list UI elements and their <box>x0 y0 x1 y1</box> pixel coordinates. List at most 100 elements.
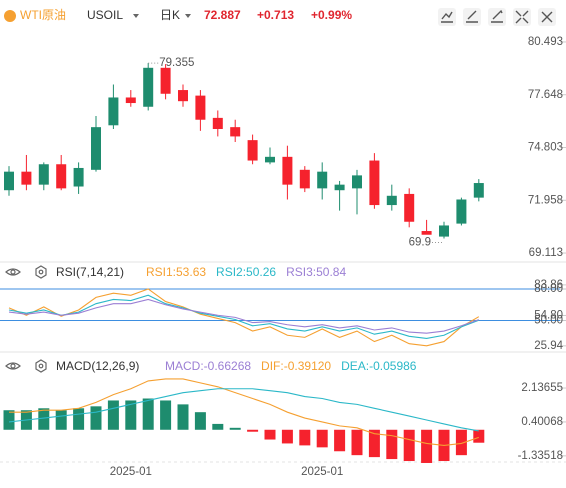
candle-body <box>456 199 467 224</box>
candle-body <box>160 67 171 94</box>
histogram-bar <box>247 429 259 432</box>
histogram-bar <box>316 429 328 448</box>
candle-body <box>4 171 14 191</box>
last-price: 72.887 <box>204 8 241 22</box>
candle-body <box>56 164 67 189</box>
y-tick-label: 74.803 <box>528 142 563 154</box>
histogram-bar <box>38 408 50 430</box>
eye-icon[interactable] <box>5 268 21 276</box>
tool-icon <box>515 10 529 24</box>
candle-body <box>143 67 154 107</box>
candle-body <box>421 231 432 235</box>
gear-icon[interactable] <box>35 265 47 279</box>
histogram-bar <box>194 412 206 430</box>
symbol-name[interactable]: WTI原油 <box>20 8 66 22</box>
candle-body <box>265 156 275 163</box>
tool-button[interactable] <box>438 8 456 26</box>
histogram-bar <box>281 429 293 444</box>
candle-body <box>108 97 119 126</box>
legend-entry: RSI2:50.26 <box>216 265 276 279</box>
y-tick-label: 25.94 <box>534 340 563 352</box>
legend-entry: RSI1:53.63 <box>146 265 206 279</box>
indicator-line <box>8 388 479 432</box>
histogram-bar <box>299 429 311 446</box>
candle-body <box>369 160 380 206</box>
candle-body <box>212 117 223 130</box>
candle-body <box>230 127 241 137</box>
candle-body <box>352 175 362 189</box>
period[interactable]: 日K <box>160 8 180 22</box>
y-tick-label: 77.648 <box>528 89 563 101</box>
dropdown-arrow[interactable] <box>185 14 191 18</box>
tool-icon <box>491 9 503 23</box>
candle-body <box>439 225 449 237</box>
histogram-bar <box>90 406 102 430</box>
histogram-bar <box>368 429 380 458</box>
candle-body <box>195 95 206 120</box>
x-tick-label: 2025-01 <box>301 466 343 478</box>
y-tick-label: 80.00 <box>534 283 563 295</box>
candle-body <box>317 171 328 189</box>
histogram-bar <box>55 410 67 430</box>
candle-body <box>91 127 101 170</box>
eye-pupil <box>10 269 16 275</box>
price-change: +0.713 <box>257 8 294 22</box>
histogram-bar <box>125 400 137 430</box>
histogram-bar <box>334 429 346 452</box>
histogram-bar <box>73 408 85 430</box>
indicator-line <box>8 298 479 334</box>
indicator-line <box>8 294 479 339</box>
histogram-bar <box>229 427 241 430</box>
gear-center <box>38 269 44 275</box>
rsi-controls <box>5 265 47 279</box>
candle-body <box>125 97 136 104</box>
candle-body <box>473 183 484 198</box>
y-tick-label: 80.493 <box>528 36 563 48</box>
histogram-bar <box>386 429 398 460</box>
histogram-bar <box>177 404 189 430</box>
legend-entry: DIF:-0.39120 <box>261 359 331 373</box>
tool-icon <box>441 11 453 23</box>
low-label: 69.9 <box>409 236 431 248</box>
symbol-code[interactable]: USOIL <box>87 8 123 22</box>
histogram-bar <box>351 429 363 456</box>
candle-body <box>386 195 397 206</box>
tool-button[interactable] <box>488 8 506 26</box>
histogram-bar <box>212 423 224 430</box>
legend-entry: MACD:-0.66268 <box>165 359 251 373</box>
eye-pupil <box>10 363 16 369</box>
candle-body <box>178 90 188 102</box>
histogram-bar <box>107 400 119 430</box>
high-label: 79.355 <box>159 57 194 69</box>
gear-center <box>38 363 44 369</box>
histogram-bar <box>403 429 415 462</box>
candle-body <box>282 156 293 185</box>
histogram-bar <box>160 400 172 430</box>
y-tick-label: 2.13655 <box>521 382 563 394</box>
candle-body <box>299 169 310 189</box>
candle-body <box>73 167 84 187</box>
histogram-bar <box>473 429 485 443</box>
eye-icon[interactable] <box>5 362 21 370</box>
price-change-pct: +0.99% <box>311 8 352 22</box>
tool-icon <box>541 11 553 23</box>
gear-icon[interactable] <box>35 359 47 373</box>
y-tick-label: 54.80 <box>534 310 563 322</box>
y-tick-label: 0.40068 <box>521 416 563 428</box>
dropdown-arrow[interactable] <box>133 14 139 18</box>
tool-icon <box>466 10 478 23</box>
histogram-bar <box>3 410 15 430</box>
tool-button[interactable] <box>463 8 481 26</box>
y-tick-label: 69.113 <box>529 247 563 259</box>
macd-controls <box>5 359 47 373</box>
toolbar <box>438 8 556 26</box>
y-tick-label: 71.958 <box>528 194 563 206</box>
tool-button[interactable] <box>513 8 531 26</box>
legend-entry: RSI3:50.84 <box>286 265 346 279</box>
candle-body <box>404 193 415 222</box>
macd-title: MACD(12,26,9) <box>56 359 139 373</box>
indicator-line <box>8 288 480 347</box>
histogram-bar <box>142 398 154 430</box>
histogram-bar <box>264 429 276 440</box>
